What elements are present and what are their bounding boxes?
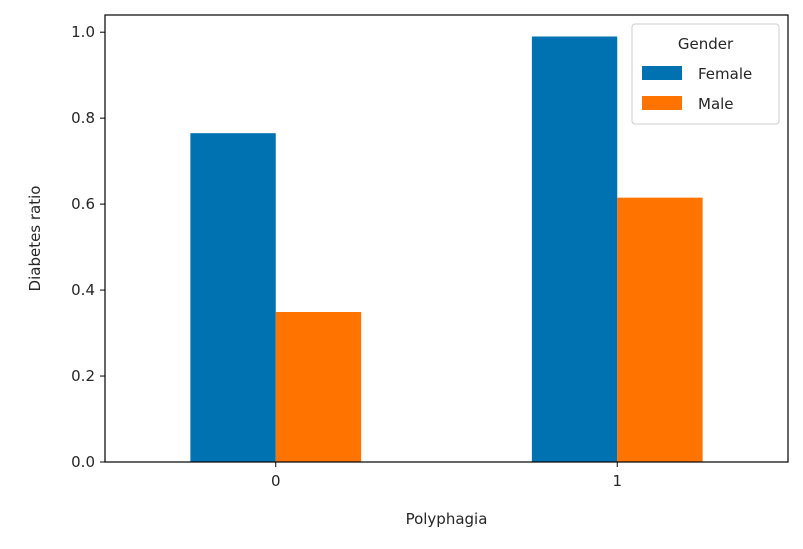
x-tick-label: 1 — [612, 472, 622, 490]
legend-swatch-male — [642, 96, 682, 110]
bar-female-0 — [190, 133, 276, 462]
plot-frame — [104, 14, 789, 463]
legend-title: Gender — [678, 35, 734, 53]
x-axis-label: Polyphagia — [406, 510, 488, 528]
legend-items: Female Male — [642, 65, 752, 113]
bars-group — [190, 36, 703, 462]
y-axis-label: Diabetes ratio — [26, 186, 44, 292]
bar-male-0 — [275, 311, 362, 462]
y-tick-label: 1.0 — [71, 23, 95, 41]
bar-female-1 — [531, 36, 618, 462]
y-tick-label: 0.6 — [71, 195, 95, 213]
legend-swatch-female — [642, 66, 682, 80]
legend: Gender Female Male — [631, 23, 780, 125]
bar-male-1 — [617, 197, 703, 462]
y-tick-label: 0.8 — [71, 109, 95, 127]
y-axis-ticks: 0.0 0.2 0.4 0.6 0.8 1.0 — [71, 23, 105, 471]
y-tick-label: 0.4 — [71, 281, 95, 299]
x-tick-label: 0 — [271, 472, 281, 490]
y-tick-label: 0.0 — [71, 453, 95, 471]
legend-label-female: Female — [698, 65, 752, 83]
y-tick-label: 0.2 — [71, 367, 95, 385]
legend-label-male: Male — [698, 95, 734, 113]
